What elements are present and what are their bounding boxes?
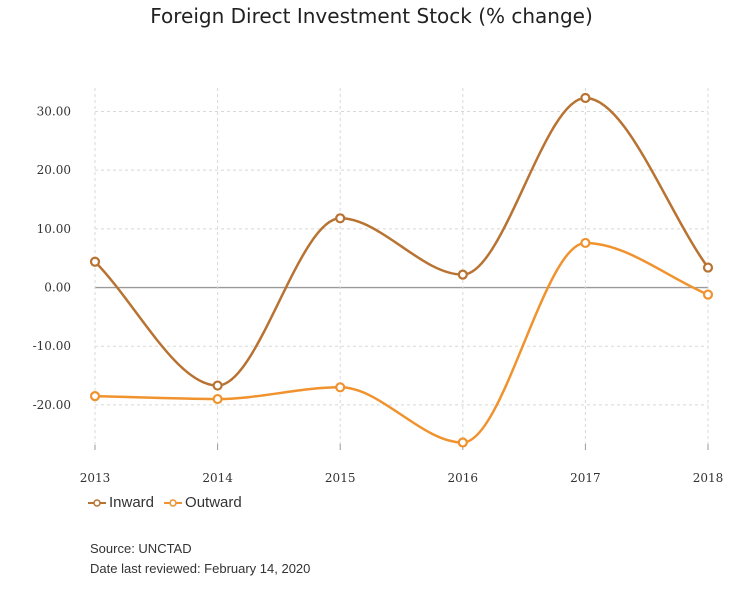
data-point-outward[interactable]: [89, 391, 101, 402]
y-tick-label: -20.00: [33, 398, 71, 412]
data-point-inward[interactable]: [89, 256, 101, 267]
grid-layer: [94, 88, 709, 446]
data-point-outward[interactable]: [702, 289, 714, 300]
series-line-outward: [93, 241, 710, 444]
y-tick-label: 20.00: [37, 163, 71, 177]
data-point-outward[interactable]: [457, 437, 468, 448]
data-point-inward[interactable]: [335, 213, 346, 224]
series-layer: [89, 92, 714, 448]
legend-item-outward[interactable]: Outward: [164, 494, 242, 511]
legend-swatch-outward-icon: [164, 498, 183, 507]
source-block: Source: UNCTAD Date last reviewed: Febru…: [90, 539, 310, 579]
y-tick-label: 0.00: [44, 281, 71, 295]
axis-layer: 30.00 20.00 10.00 0.00 -10.00 -20.00 2013 2014 2…: [33, 88, 724, 485]
series-line-inward: [93, 96, 710, 387]
data-point-outward[interactable]: [212, 393, 223, 405]
legend-label-inward: Inward: [109, 494, 155, 511]
data-point-inward[interactable]: [212, 380, 223, 391]
data-point-inward[interactable]: [580, 92, 591, 104]
data-point-outward[interactable]: [580, 237, 591, 249]
x-tick-label: 2016: [448, 471, 479, 485]
legend-swatch-inward-icon: [88, 498, 106, 507]
legend-label-outward: Outward: [185, 494, 242, 511]
source-text: Source: UNCTAD: [90, 541, 192, 556]
y-tick-label: 30.00: [37, 104, 71, 118]
chart-legend: Inward Outward: [88, 494, 252, 511]
reviewed-date-text: Date last reviewed: February 14, 2020: [90, 561, 311, 576]
x-tick-label: 2015: [325, 471, 356, 485]
x-tick-label: 2014: [202, 471, 233, 485]
x-tick-label: 2013: [80, 471, 111, 485]
legend-item-inward[interactable]: Inward: [88, 494, 154, 511]
y-tick-label: 10.00: [37, 222, 71, 236]
y-tick-label: -10.00: [33, 339, 71, 353]
x-tick-label: 2018: [693, 471, 724, 485]
data-point-inward[interactable]: [457, 269, 468, 280]
chart-title: Foreign Direct Investment Stock (% chang…: [150, 4, 593, 28]
x-tick-label: 2017: [570, 471, 601, 485]
data-point-outward[interactable]: [335, 382, 346, 393]
data-point-inward[interactable]: [702, 262, 714, 273]
